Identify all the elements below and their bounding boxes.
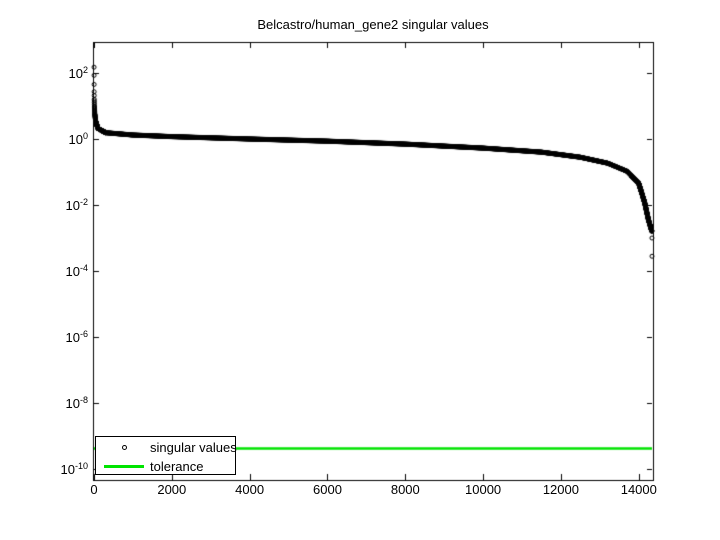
y-tick-label: 100 bbox=[68, 131, 88, 147]
legend-label-singular-values: singular values bbox=[150, 439, 237, 455]
x-tick-label: 8000 bbox=[390, 482, 420, 497]
x-tick-label: 10000 bbox=[465, 482, 502, 497]
legend-sample-area bbox=[104, 444, 144, 450]
x-tick-label: 4000 bbox=[235, 482, 265, 497]
y-tick-label: 10-2 bbox=[65, 197, 88, 213]
x-tick-label: 6000 bbox=[313, 482, 342, 497]
x-tick-label: 12000 bbox=[542, 482, 579, 497]
x-tick-label: 2000 bbox=[157, 482, 187, 497]
y-tick-label: 102 bbox=[68, 65, 88, 81]
y-tick-label: 10-4 bbox=[65, 263, 88, 279]
circle-marker-icon bbox=[121, 444, 127, 450]
line-marker-icon bbox=[104, 464, 144, 468]
legend: singular values tolerance bbox=[95, 436, 237, 475]
y-tick-label: 10-6 bbox=[65, 329, 88, 345]
chart-title: Belcastro/human_gene2 singular values bbox=[257, 17, 489, 32]
x-tick-label: 0 bbox=[90, 482, 98, 497]
y-tick-label: 10-8 bbox=[65, 395, 88, 411]
legend-entry-tolerance: tolerance bbox=[96, 457, 235, 475]
x-tick-label: 14000 bbox=[620, 482, 657, 497]
legend-sample-area bbox=[104, 464, 144, 468]
legend-label-tolerance: tolerance bbox=[150, 458, 204, 474]
legend-entry-singular-values: singular values bbox=[96, 438, 237, 456]
y-tick-label: 10-10 bbox=[60, 461, 88, 477]
